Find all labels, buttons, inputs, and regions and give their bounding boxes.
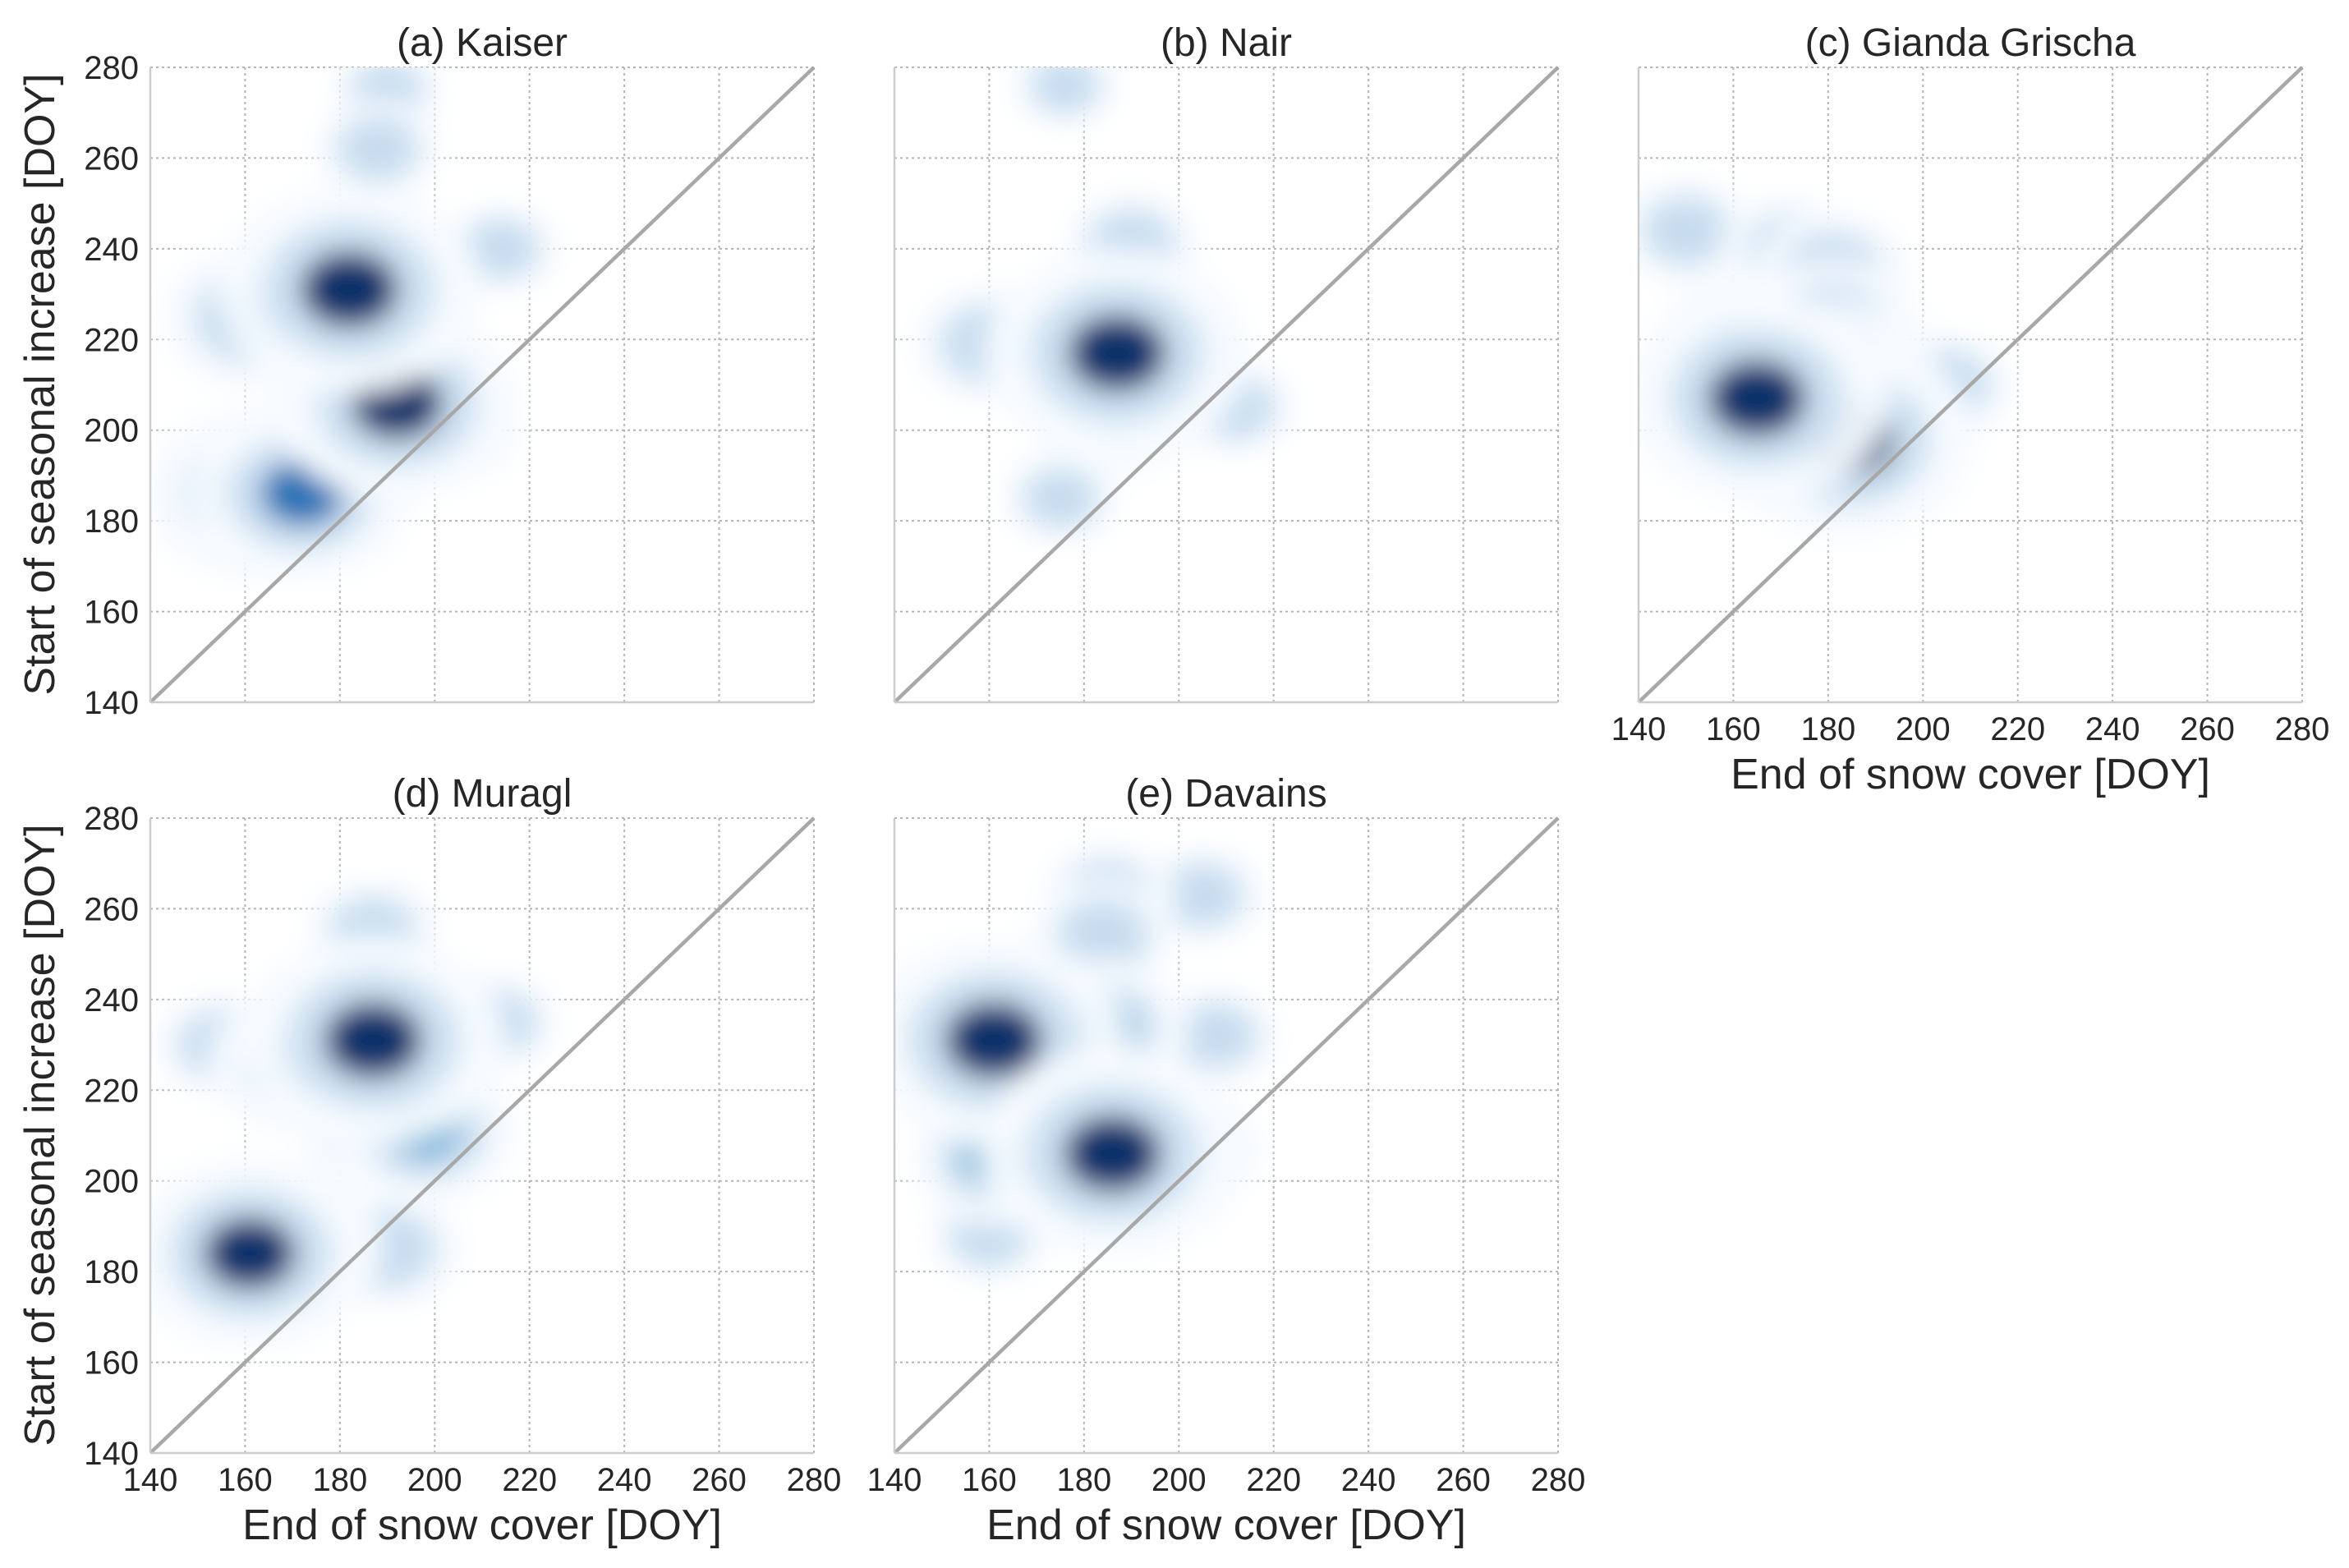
x-tick-label: 160 <box>218 1462 273 1498</box>
x-tick-label: 160 <box>1706 711 1761 747</box>
panel-title: (d) Muragl <box>393 772 572 816</box>
y-axis-label-bottom: Start of seasonal increase [DOY] <box>16 824 64 1446</box>
x-tick-label: 140 <box>867 1462 922 1498</box>
x-axis-label-c: End of snow cover [DOY] <box>1731 751 2210 798</box>
x-tick-label: 180 <box>1800 711 1855 747</box>
x-tick-label: 220 <box>1990 711 2045 747</box>
y-tick-label: 240 <box>84 232 139 268</box>
density-core <box>1661 210 1712 251</box>
panel-d: (d) Muragl 140 160 180 200 220 240 260 280 140 160… <box>84 772 841 1498</box>
one-to-one-line <box>893 816 1560 1455</box>
density-layer <box>912 67 1299 545</box>
density-peak <box>1090 330 1144 376</box>
density-peak <box>1730 375 1784 421</box>
density-core <box>966 1217 1013 1253</box>
x-tick-label: 260 <box>2180 711 2235 747</box>
panel-e: (e) Davains 140 160 180 200 220 240 260 280 <box>867 772 1586 1498</box>
one-to-one-line <box>149 816 816 1455</box>
density-layer <box>894 841 1281 1285</box>
y-axis-label-top: Start of seasonal increase [DOY] <box>16 73 64 695</box>
y-tick-label: 280 <box>84 801 139 837</box>
x-tick-label: 220 <box>502 1462 557 1498</box>
x-tick-label: 200 <box>1896 711 1951 747</box>
x-tick-label: 260 <box>1436 1462 1491 1498</box>
x-tick-label: 260 <box>692 1462 747 1498</box>
y-tick-label: 260 <box>84 140 139 177</box>
density-core <box>365 73 409 107</box>
density-core <box>1076 914 1130 958</box>
panel-title: (b) Nair <box>1161 21 1292 65</box>
x-tick-label: 200 <box>407 1462 462 1498</box>
density-peak <box>323 267 376 312</box>
y-tick-label: 200 <box>84 413 139 449</box>
density-layer <box>1639 177 2016 541</box>
x-tick-label: 180 <box>312 1462 367 1498</box>
x-tick-label: 240 <box>1341 1462 1396 1498</box>
panel-title: (c) Gianda Grischa <box>1805 21 2136 65</box>
y-tick-label: 220 <box>84 1073 139 1109</box>
density-core <box>354 130 402 168</box>
panel-title: (a) Kaiser <box>397 21 568 65</box>
x-tick-label: 140 <box>1611 711 1666 747</box>
density-layer <box>150 67 561 582</box>
y-tick-label: 200 <box>84 1164 139 1200</box>
x-axis-label-e: End of snow cover [DOY] <box>986 1501 1466 1549</box>
panel-a: (a) Kaiser 140 160 180 200 220 240 260 280 <box>84 21 816 721</box>
x-tick-label: 240 <box>597 1462 652 1498</box>
x-tick-label: 280 <box>1531 1462 1586 1498</box>
density-core <box>1193 1017 1241 1055</box>
panel-b: (b) Nair <box>893 21 1560 704</box>
y-tick-label: 180 <box>84 504 139 540</box>
y-tick-label: 180 <box>84 1254 139 1290</box>
density-peak <box>967 1018 1021 1063</box>
density-layer <box>150 877 561 1352</box>
one-to-one-line <box>893 66 1560 704</box>
x-tick-label: 180 <box>1056 1462 1111 1498</box>
density-peak <box>371 382 422 425</box>
density-core <box>479 231 523 266</box>
x-tick-label: 220 <box>1246 1462 1301 1498</box>
density-peak <box>224 1232 275 1275</box>
y-tick-label: 140 <box>84 1436 139 1472</box>
x-tick-label: 280 <box>2275 711 2330 747</box>
y-tick-label: 260 <box>84 891 139 927</box>
x-tick-label: 280 <box>787 1462 842 1498</box>
y-tick-label: 140 <box>84 685 139 721</box>
y-tick-label: 160 <box>84 595 139 631</box>
x-axis-label-d: End of snow cover [DOY] <box>242 1501 722 1549</box>
y-tick-label: 280 <box>84 50 139 86</box>
x-tick-label: 200 <box>1152 1462 1207 1498</box>
density-peak <box>1086 1131 1139 1176</box>
density-core <box>1179 876 1226 914</box>
panel-c: (c) Gianda Grischa 140 160 180 200 220 240 260 2… <box>1611 21 2330 747</box>
x-tick-label: 240 <box>2085 711 2140 747</box>
one-to-one-line <box>149 66 816 704</box>
one-to-one-line <box>1637 66 2304 704</box>
y-tick-label: 240 <box>84 982 139 1019</box>
density-core <box>1044 69 1086 102</box>
y-tick-label: 220 <box>84 322 139 358</box>
panel-title: (e) Davains <box>1125 772 1326 816</box>
density-core <box>1038 481 1083 516</box>
x-tick-label: 140 <box>123 1462 178 1498</box>
y-tick-label: 160 <box>84 1345 139 1382</box>
density-peak <box>346 1018 400 1063</box>
x-tick-label: 160 <box>962 1462 1017 1498</box>
